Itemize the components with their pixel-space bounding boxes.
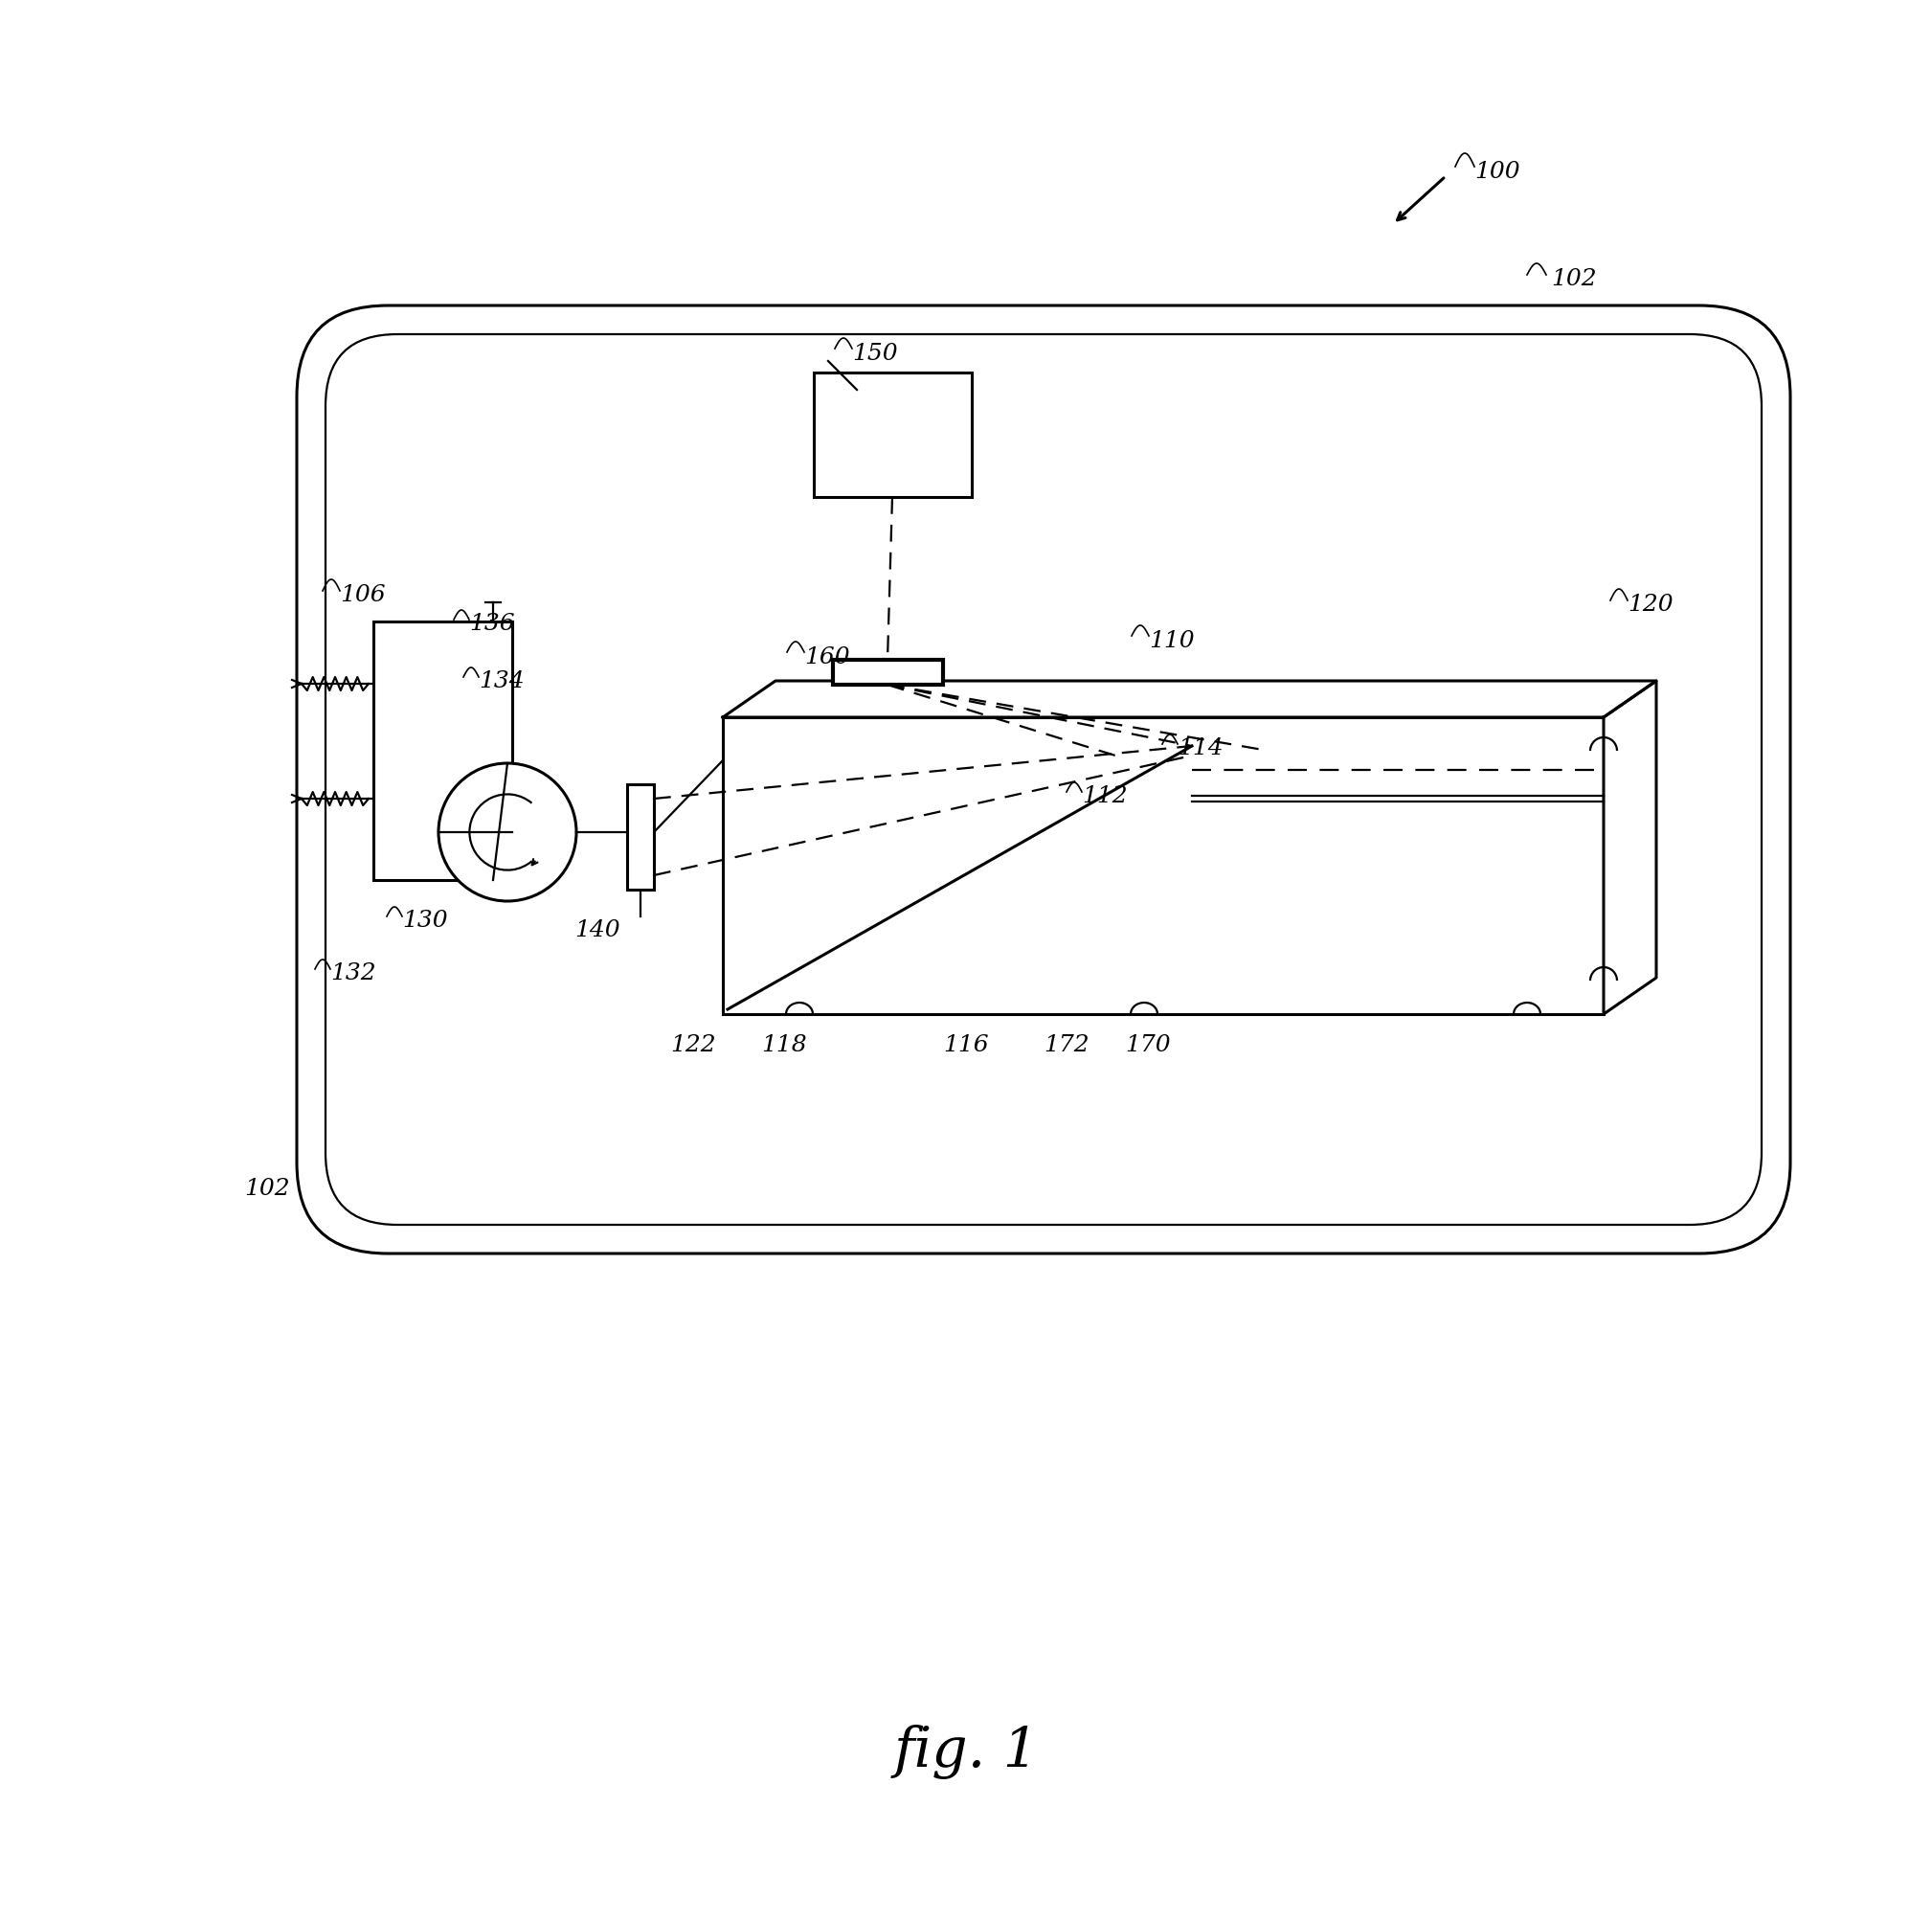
- Circle shape: [439, 764, 576, 902]
- Text: 102: 102: [1551, 269, 1596, 290]
- Text: 118: 118: [761, 1033, 808, 1056]
- Bar: [628, 785, 653, 891]
- Text: 120: 120: [1627, 593, 1673, 616]
- Polygon shape: [1604, 682, 1656, 1014]
- FancyBboxPatch shape: [298, 307, 1791, 1254]
- Text: 136: 136: [469, 612, 514, 636]
- Text: 122: 122: [670, 1033, 715, 1056]
- Text: 140: 140: [574, 920, 620, 941]
- Text: 106: 106: [340, 584, 386, 607]
- Text: 130: 130: [402, 910, 448, 931]
- Text: 100: 100: [1474, 161, 1520, 182]
- Text: 102: 102: [243, 1177, 290, 1200]
- Bar: [833, 660, 943, 685]
- Text: 110: 110: [1150, 630, 1194, 651]
- Text: 132: 132: [330, 962, 377, 983]
- Text: 112: 112: [1082, 785, 1128, 806]
- Bar: [723, 718, 1604, 1014]
- Text: fig. 1: fig. 1: [893, 1724, 1039, 1778]
- Text: 134: 134: [479, 670, 524, 691]
- Bar: [813, 372, 972, 497]
- Text: 172: 172: [1043, 1033, 1090, 1056]
- Text: 150: 150: [852, 342, 898, 365]
- Text: 114: 114: [1179, 737, 1223, 758]
- Text: 170: 170: [1124, 1033, 1171, 1056]
- Bar: [373, 622, 512, 881]
- Text: 116: 116: [943, 1033, 989, 1056]
- Text: 160: 160: [804, 645, 850, 668]
- Polygon shape: [723, 682, 1656, 718]
